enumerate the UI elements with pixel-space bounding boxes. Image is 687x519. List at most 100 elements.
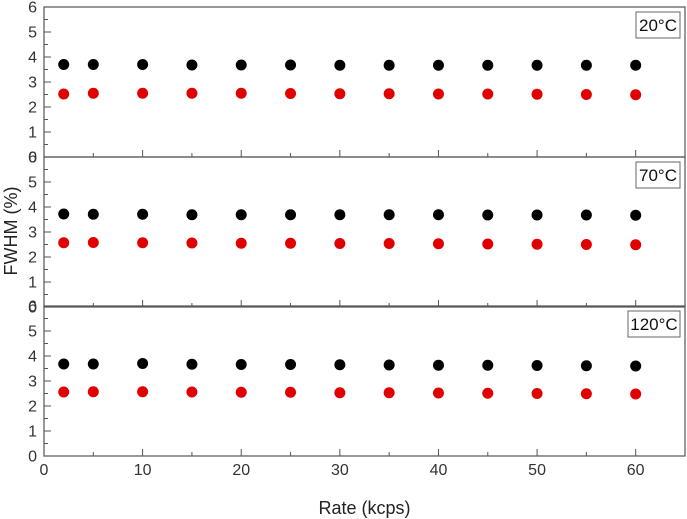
series-black-point [482,359,494,371]
x-tick-label: 20 [232,462,250,479]
x-axis: 0 10 20 30 40 50 60 [40,462,645,479]
series-red-point [334,88,346,100]
series-red-point [58,237,70,249]
series-red-point [334,387,346,399]
y-tick-label: 5 [28,25,37,42]
x-tick-label: 10 [134,462,152,479]
series-black-point [58,59,70,70]
series-red-point [630,239,642,251]
series-red-point [285,237,297,249]
x-tick-label: 30 [331,462,349,479]
y-tick-label: 0 [28,300,37,317]
series-black-point [87,208,99,220]
series-black-point [580,360,592,372]
panel-frame [43,6,686,158]
y-tick-label: 1 [28,125,37,142]
series-black-point [285,59,297,71]
series-black-point [58,358,70,370]
series-black-point [137,208,149,220]
series-black-point [235,359,247,370]
series-black-point [87,59,99,70]
series-red-point [87,237,99,248]
series-red-point [58,386,70,398]
series-red-point [186,237,198,249]
series-black-point [137,358,149,369]
panels-layer: 0 1 2 3 4 5 6 20°C 0 1 2 3 4 5 6 70°C 0 1 2 3 4 5 6 120°C [28,0,686,466]
y-tick-label: 2 [28,250,37,267]
series-black-point [383,359,395,371]
series-red-point [383,238,395,249]
series-black-point [482,59,494,71]
series-red-point [58,88,70,100]
panel-frame [43,305,686,457]
x-axis-title: Rate (kcps) [318,498,410,518]
series-red-point [531,238,543,250]
y-tick-label: 1 [28,424,37,441]
y-tick-label: 2 [28,100,37,117]
series-black-point [531,59,543,71]
y-tick-label: 3 [28,225,37,242]
series-black-point [630,360,642,372]
series-red-point [383,387,395,399]
series-red-point [137,237,149,249]
panel-label-box [635,161,681,189]
panel-label: 70°C [639,166,677,185]
series-red-point [186,386,198,398]
series-red-point [432,387,444,399]
y-tick-label: 5 [28,324,37,341]
series-black-point [630,59,642,71]
series-red-point [432,88,444,100]
series-black-point [186,59,198,71]
y-tick-label: 5 [28,175,37,192]
y-tick-label: 1 [28,275,37,292]
series-black-point [531,360,543,371]
series-black-point [235,209,247,221]
panel-3: 0 1 2 3 4 5 6 120°C [28,299,686,466]
series-black-point [235,59,247,71]
y-tick-label: 2 [28,399,37,416]
series-red-point [531,388,543,399]
series-red-point [285,386,297,398]
x-tick-label: 60 [627,462,645,479]
series-red-point [531,88,543,100]
series-black-point [383,209,395,221]
y-tick-label: 6 [28,150,37,167]
series-red-point [334,238,346,249]
series-black-point [432,59,444,71]
series-red-point [137,386,149,398]
series-black-point [334,359,346,371]
series-black-point [334,59,346,71]
series-black-point [186,209,198,221]
series-red-point [580,239,592,250]
panel-2: 0 1 2 3 4 5 6 70°C [28,150,686,317]
x-tick-label: 50 [528,462,546,479]
series-black-point [482,209,494,221]
series-red-point [285,88,297,99]
y-tick-label: 3 [28,374,37,391]
panel-label: 120°C [630,315,677,334]
y-tick-label: 4 [28,349,37,366]
series-black-point [285,209,297,221]
series-red-point [482,238,494,250]
series-black-point [334,209,346,221]
series-red-point [580,89,592,100]
series-red-point [630,89,642,101]
series-red-point [482,387,494,399]
series-black-point [531,209,543,221]
y-tick-label: 3 [28,75,37,92]
series-black-point [580,209,592,221]
series-red-point [432,238,444,250]
series-red-point [186,87,198,99]
series-black-point [383,59,395,71]
series-black-point [186,358,198,370]
y-axis-title: FWHM (%) [1,187,21,276]
panel-label: 20°C [639,16,677,35]
y-tick-label: 0 [28,150,37,167]
series-red-point [630,388,642,400]
series-red-point [482,88,494,100]
y-tick-label: 6 [28,0,37,17]
series-red-point [137,87,149,99]
series-black-point [630,209,642,221]
series-black-point [137,59,149,70]
